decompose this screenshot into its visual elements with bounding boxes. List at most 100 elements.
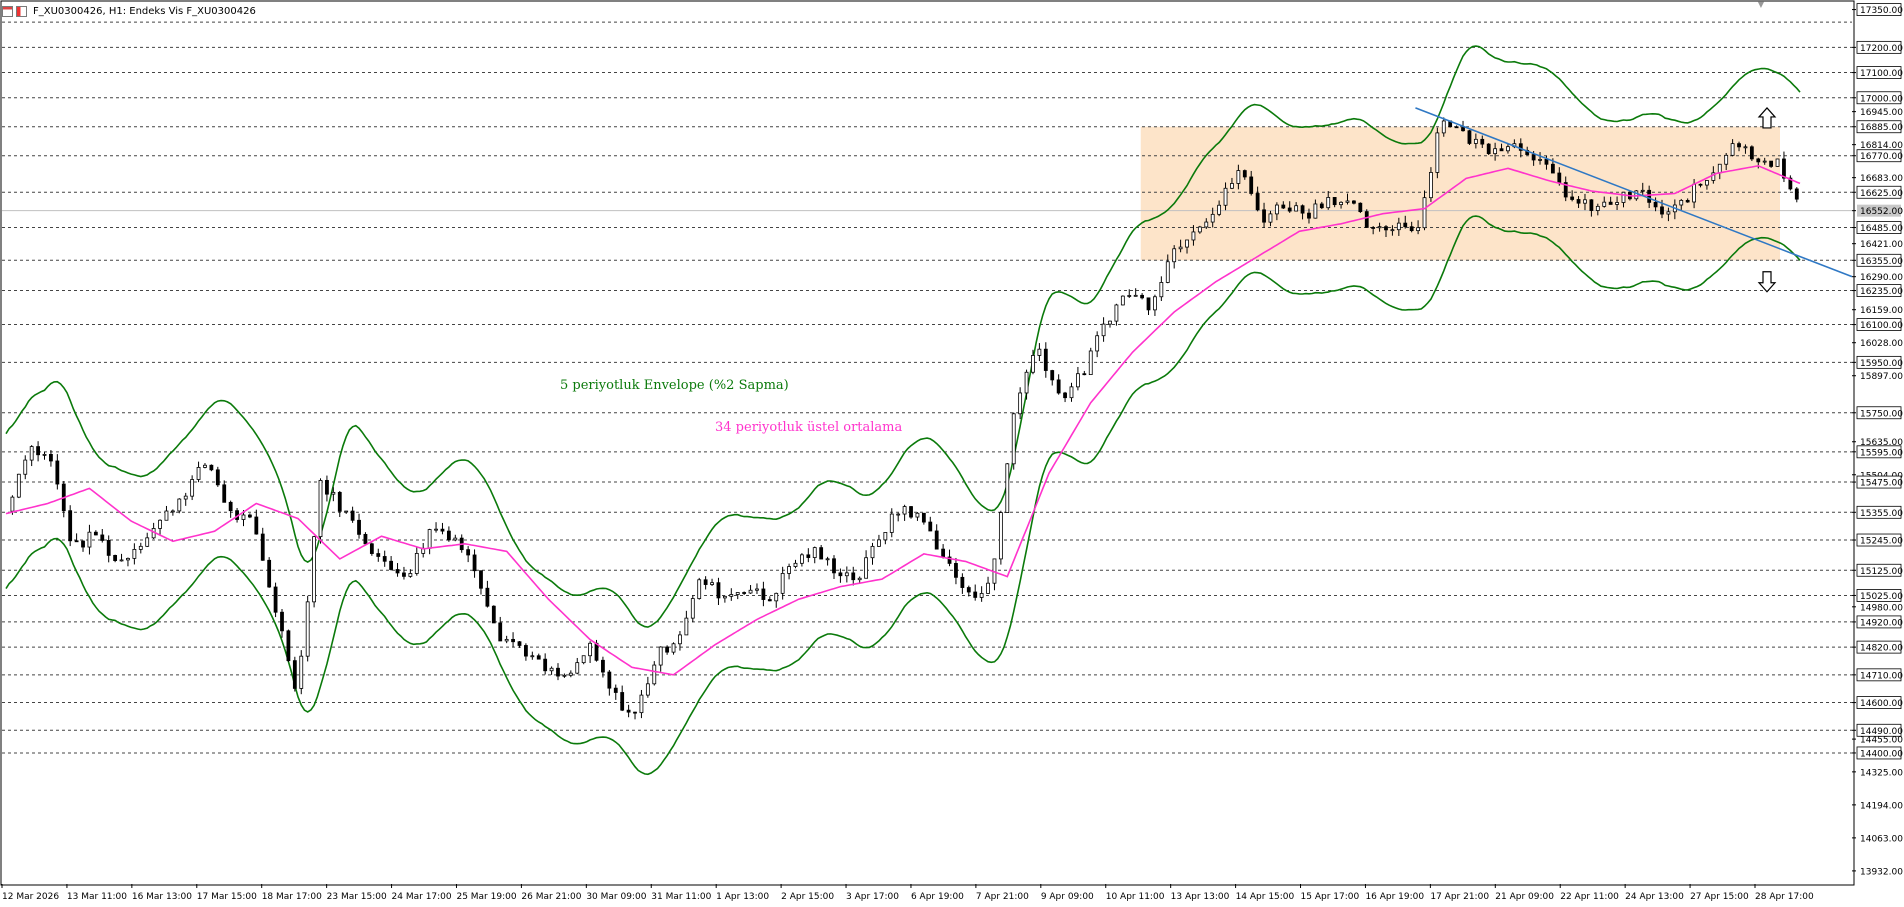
candle-body <box>1268 213 1273 223</box>
candle-body <box>1390 229 1395 232</box>
candle-body <box>113 555 118 561</box>
candle-body <box>491 605 496 624</box>
candle-body <box>639 694 644 714</box>
candle-body <box>382 556 387 562</box>
candle-body <box>774 592 779 602</box>
candle-body <box>87 531 92 548</box>
candle-body <box>1159 282 1164 298</box>
candle-body <box>1621 191 1626 203</box>
symbol-icon[interactable] <box>16 6 27 17</box>
x-tick-label: 25 Mar 19:00 <box>456 892 516 902</box>
y-tick-label: 16945.00 <box>1860 108 1903 118</box>
candle-body <box>1230 183 1234 189</box>
candle-body <box>16 473 21 498</box>
candle-body <box>1172 248 1177 263</box>
candle-body <box>626 709 631 713</box>
price-level-tag <box>1856 149 1902 163</box>
ema-34-line <box>5 164 1801 676</box>
candle-body <box>132 548 137 559</box>
candle-body <box>1499 148 1504 152</box>
candle-body <box>1518 143 1523 151</box>
candle-body <box>838 572 843 577</box>
candle-body <box>1647 189 1652 203</box>
candle-body <box>665 646 670 653</box>
envelope-upper-band <box>5 45 1801 628</box>
price-axis[interactable]: 17350.00 17200.00 17100.00 17000.00 16945.00… <box>1852 3 1903 878</box>
candle-body <box>1069 386 1074 399</box>
candle-body <box>812 547 817 558</box>
x-tick-label: 18 Mar 17:00 <box>262 892 322 902</box>
candle-body <box>138 545 143 550</box>
y-tick-label: 14600.00 <box>1860 699 1903 709</box>
candle-body <box>543 658 548 672</box>
candle-body <box>1242 170 1247 178</box>
ema-line <box>5 164 1801 676</box>
candle-body <box>1197 226 1202 233</box>
candle-body <box>1262 209 1266 223</box>
candle-body <box>81 540 85 548</box>
candle-body <box>1705 180 1709 186</box>
candle-body <box>883 532 888 541</box>
price-level-tag <box>1856 3 1902 16</box>
candle-body <box>1589 199 1594 211</box>
candle-body <box>1480 138 1485 145</box>
candle-body <box>1608 201 1613 205</box>
candle-body <box>620 692 625 711</box>
candle-body <box>1307 212 1311 219</box>
envelope-bands <box>5 45 1801 776</box>
candle-body <box>889 513 894 533</box>
candle-body <box>479 570 483 589</box>
candlesticks <box>10 117 1799 720</box>
candle-body <box>517 641 522 646</box>
candle-body <box>793 562 798 567</box>
x-tick-label: 7 Apr 21:00 <box>976 892 1029 902</box>
candle-body <box>1698 183 1703 186</box>
candle-body <box>536 655 541 660</box>
candle-body <box>1332 197 1337 206</box>
candle-body <box>1422 197 1427 229</box>
candle-body <box>684 617 689 636</box>
candle-body <box>633 711 637 714</box>
candle-body <box>524 645 528 657</box>
candle-body <box>196 467 201 480</box>
y-tick-label: 15750.00 <box>1860 409 1903 419</box>
chart-window-icon[interactable] <box>2 6 13 17</box>
candle-body <box>357 519 361 535</box>
candle-body <box>979 593 984 598</box>
candle-body <box>607 671 612 689</box>
candle-body <box>280 611 284 632</box>
candle-body <box>556 667 560 677</box>
x-tick-label: 15 Apr 17:00 <box>1301 892 1360 902</box>
y-tick-label: 16885.00 <box>1860 123 1903 133</box>
y-tick-label: 17200.00 <box>1860 44 1903 54</box>
time-axis[interactable]: 12 Mar 2026 13 Mar 11:00 16 Mar 13:00 17 Ma… <box>1 884 1814 902</box>
y-tick-label: 15125.00 <box>1860 567 1903 577</box>
candle-body <box>331 491 336 495</box>
candle-body <box>562 674 567 677</box>
y-tick-label: 15950.00 <box>1860 359 1903 369</box>
candle-body <box>1082 373 1087 376</box>
candle-body <box>1185 239 1189 248</box>
candle-body <box>318 479 323 538</box>
candle-body <box>1114 304 1119 322</box>
candle-body <box>761 588 766 600</box>
candle-body <box>530 655 535 658</box>
candle-body <box>369 543 374 554</box>
candle-body <box>851 572 856 581</box>
candle-body <box>1685 199 1690 203</box>
candle-body <box>1724 154 1729 165</box>
y-tick-label: 16485.00 <box>1860 224 1903 234</box>
price-level-tag <box>1856 475 1902 489</box>
candle-body <box>1435 132 1440 173</box>
scroll-marker-icon[interactable]: ▼ <box>1757 0 1764 9</box>
candle-body <box>1711 172 1716 181</box>
candle-body <box>1127 295 1132 297</box>
candle-body <box>601 659 605 673</box>
x-tick-label: 21 Apr 09:00 <box>1495 892 1554 902</box>
y-tick-label: 16421.00 <box>1860 240 1903 250</box>
candle-body <box>485 587 490 607</box>
candle-body <box>1005 463 1010 513</box>
candle-body <box>434 528 438 531</box>
candle-body <box>594 642 599 661</box>
